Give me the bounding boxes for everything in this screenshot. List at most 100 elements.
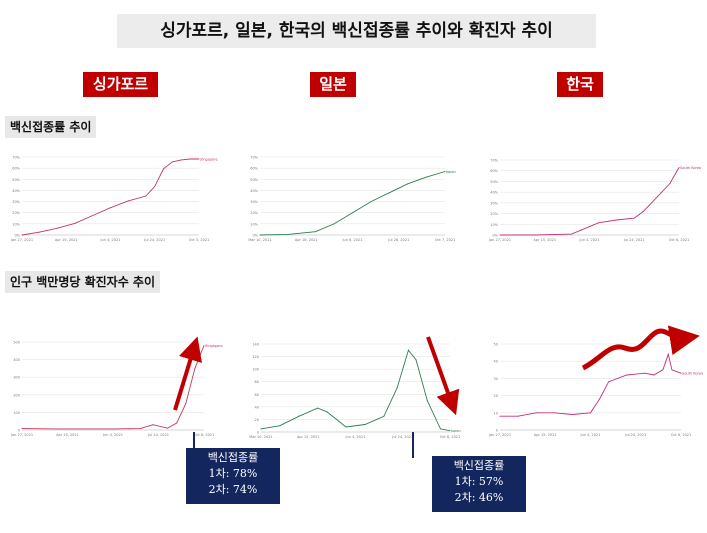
data-point (56, 227, 58, 229)
x-tick-label: Apr 15, 2021 (297, 435, 320, 439)
data-point (127, 200, 129, 202)
data-point (176, 422, 178, 424)
data-point (667, 353, 669, 355)
data-point (203, 345, 205, 347)
data-point (615, 219, 617, 221)
y-tick-label: 30% (12, 200, 20, 204)
series-end-label: Singapore (205, 344, 223, 348)
y-tick-label: 10% (250, 222, 258, 226)
x-tick-label: Oct 6, 2021 (440, 435, 461, 439)
y-tick-label: 60 (255, 393, 259, 397)
section-cases: 인구 백만명당 확진자수 추이 (5, 271, 161, 293)
y-tick-label: 40% (490, 191, 498, 195)
data-point (426, 400, 428, 402)
data-point (440, 428, 442, 430)
y-tick-label: 20% (12, 211, 20, 215)
y-tick-label: 70% (250, 156, 258, 160)
x-tick-label: Jun 4, 2021 (345, 435, 366, 439)
y-tick-label: 140 (252, 343, 259, 347)
note-dose2: 2차: 74% (208, 483, 258, 496)
data-point (110, 207, 111, 209)
y-tick-label: 20 (255, 418, 259, 422)
data-point (671, 369, 673, 371)
x-tick-label: Oct 3, 2021 (189, 238, 210, 242)
data-point (678, 167, 680, 168)
data-point (185, 403, 187, 405)
chart-svg: 0% 10% 20% 30% 40% 50% 60% 70% Jan 27, 2021 Apr 1… (10, 156, 218, 243)
y-tick-label: 400 (13, 358, 20, 362)
x-tick-label: Oct 7, 2021 (435, 238, 456, 242)
data-point (660, 192, 662, 194)
y-tick-label: 100 (252, 368, 259, 372)
y-tick-label: 30% (490, 201, 498, 205)
data-point (152, 424, 154, 426)
data-point (626, 374, 628, 376)
data-point (396, 387, 398, 389)
chart-svg: 0% 10% 20% 30% 40% 50% 60% 70% Jan 27, 2021 Apr 1… (488, 159, 701, 243)
y-tick-label: 0% (252, 234, 258, 238)
x-tick-label: Jul 24, 2021 (147, 433, 169, 437)
data-point (517, 415, 519, 417)
data-point (680, 372, 682, 374)
data-point (383, 415, 385, 417)
x-tick-label: Jan 27, 2021 (10, 238, 33, 242)
data-point (298, 415, 300, 417)
data-point (499, 415, 501, 417)
data-point (259, 234, 261, 236)
data-point (315, 231, 316, 233)
data-point (326, 411, 328, 413)
chart-korea-cases: 0 10 20 30 40 50 Jan 27, 2021 Apr 15, 2021 Jun 4… (484, 330, 703, 440)
data-point (112, 428, 114, 430)
data-point (535, 234, 537, 236)
data-point (642, 211, 644, 213)
data-point (407, 183, 409, 185)
x-tick-label: Oct 6, 2021 (669, 238, 690, 242)
x-tick-label: Jan 27, 2021 (488, 433, 511, 437)
data-point (167, 427, 169, 429)
data-point (662, 369, 664, 371)
data-point (317, 407, 319, 409)
y-tick-label: 40 (494, 360, 498, 364)
data-point (145, 195, 147, 197)
country-label-japan: 일본 (310, 72, 356, 97)
y-tick-label: 0 (18, 429, 20, 433)
page-title: 싱가포르, 일본, 한국의 백신접종률 추이와 확진자 추이 (117, 14, 596, 48)
y-tick-label: 10% (12, 222, 20, 226)
x-tick-label: Jul 24, 2021 (391, 435, 413, 439)
y-tick-label: 40% (12, 189, 20, 193)
note-dose1: 1차: 57% (454, 475, 504, 488)
chart-svg: 0 10 20 30 40 50 Jan 27, 2021 Apr 15, 2021 Jun 4… (488, 343, 703, 438)
y-tick-label: 30% (250, 200, 258, 204)
chart-singapore-cases: 0 100 200 300 400 500 Jan 27, 2021 Apr 15, 2021… (6, 328, 223, 440)
series-line (260, 349, 451, 432)
x-tick-label: Jun 4, 2021 (102, 433, 123, 437)
data-point (180, 159, 182, 161)
chart-svg: 0% 10% 20% 30% 40% 50% 60% 70% Mar 10, 2021 Apr 1… (248, 156, 456, 243)
y-tick-label: 80 (255, 380, 259, 384)
series-line (21, 158, 199, 236)
data-point (553, 412, 555, 414)
x-tick-label: Oct 6, 2021 (194, 433, 215, 437)
x-tick-label: Mar 10, 2021 (249, 435, 272, 439)
x-tick-label: Jun 4, 2021 (579, 238, 600, 242)
data-point (287, 233, 289, 235)
y-tick-label: 50 (494, 343, 498, 347)
x-tick-label: Jun 4, 2021 (580, 433, 601, 437)
y-tick-label: 20% (490, 212, 498, 216)
y-tick-label: 0% (492, 234, 498, 238)
data-point (154, 185, 156, 187)
x-tick-label: Jun 4, 2021 (100, 238, 121, 242)
y-tick-label: 50% (250, 178, 258, 182)
data-point (39, 231, 41, 233)
note-dose1: 1차: 78% (208, 467, 258, 480)
y-tick-label: 500 (13, 341, 20, 345)
x-tick-label: Jul 24, 2021 (624, 433, 646, 437)
data-point (198, 158, 200, 160)
data-point (194, 367, 196, 369)
series-end-label: South Korea (682, 372, 703, 376)
note-title: 백신접종률 (453, 459, 505, 472)
data-point (590, 412, 591, 414)
data-point (535, 412, 537, 414)
country-label-singapore: 싱가포르 (83, 72, 158, 97)
vaccination-note-singapore: 백신접종률 1차: 78% 2차: 74% (186, 448, 280, 504)
